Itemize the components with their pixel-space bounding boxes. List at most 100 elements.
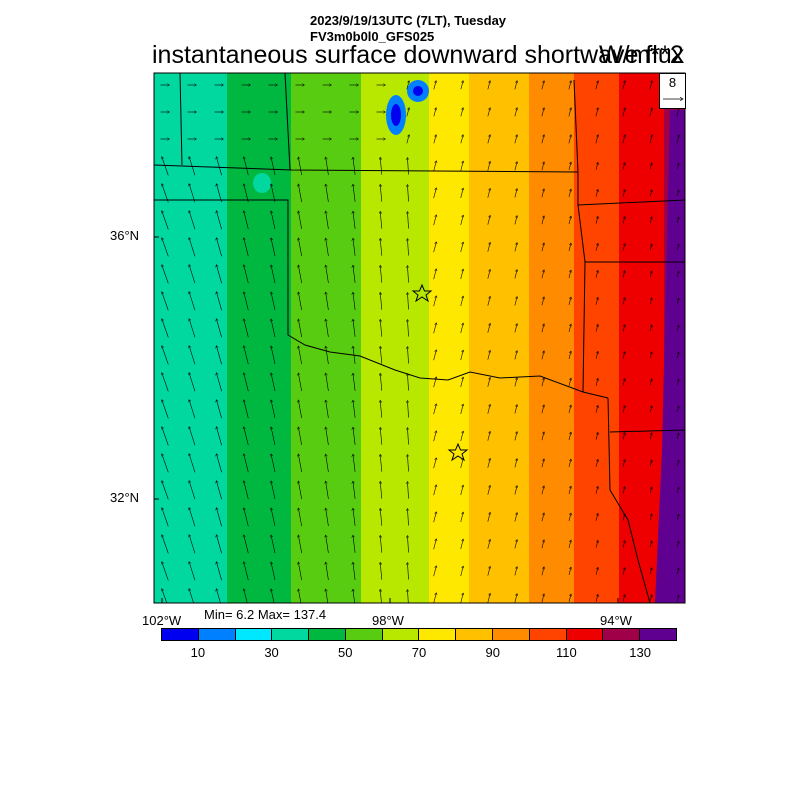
wind-arrow	[298, 589, 302, 603]
wind-arrow	[568, 189, 571, 198]
wind-arrow	[650, 352, 652, 359]
wind-arrow	[244, 373, 249, 392]
wind-arrow	[541, 567, 544, 576]
wind-arrow	[514, 297, 517, 306]
wind-arrow	[380, 454, 383, 472]
wind-arrow	[380, 238, 383, 256]
wind-arrow	[650, 541, 652, 548]
wind-arrow	[650, 487, 652, 494]
wind-arrow	[487, 81, 490, 90]
wind-arrow	[677, 379, 679, 386]
wind-arrow	[460, 404, 464, 415]
wind-arrow	[353, 211, 356, 229]
wind-arrow	[353, 157, 356, 175]
wind-arrow	[407, 481, 408, 499]
colorbar-swatch	[419, 629, 457, 640]
wind-arrow	[189, 157, 196, 176]
wind-arrow	[271, 535, 276, 554]
flux-band	[655, 110, 685, 603]
wind-arrow	[650, 514, 652, 521]
wind-arrow	[541, 378, 544, 387]
wind-arrow	[380, 400, 383, 418]
wind-arrow	[244, 211, 249, 230]
wind-arrow	[677, 514, 679, 521]
wind-arrow	[622, 135, 625, 144]
wind-arrow	[433, 323, 437, 334]
flux-band	[154, 73, 229, 603]
wind-arrow	[622, 568, 625, 575]
wind-arrow	[487, 323, 490, 333]
forecast-date-label: 2023/9/19/13UTC (7LT), Tuesday	[310, 13, 507, 28]
wind-arrow	[326, 184, 329, 202]
wind-arrow	[460, 215, 464, 226]
wind-arrow	[271, 373, 276, 392]
wind-arrow	[433, 539, 437, 550]
wind-arrow	[380, 508, 383, 526]
wind-arrow	[487, 512, 490, 522]
wind-arrow	[162, 346, 169, 365]
wind-arrow	[326, 400, 329, 418]
wind-arrow	[271, 211, 276, 230]
wind-arrow	[216, 211, 222, 230]
wind-arrow	[244, 184, 249, 203]
wind-arrow	[622, 108, 625, 117]
wind-arrow	[622, 163, 625, 170]
wind-arrow	[568, 297, 571, 306]
lon-label-98w: 98°W	[372, 613, 404, 628]
wind-arrow	[216, 454, 222, 473]
wind-arrow	[380, 427, 383, 445]
wind-arrow	[460, 81, 463, 90]
wind-arrow	[595, 81, 598, 90]
wind-arrow	[162, 400, 169, 419]
wind-arrow	[162, 373, 169, 392]
wind-arrow	[568, 270, 571, 279]
wind-arrow	[326, 373, 329, 391]
wind-arrow	[677, 595, 679, 602]
wind-arrow	[677, 298, 679, 305]
wind-arrow	[541, 189, 544, 198]
wind-arrow	[353, 427, 356, 445]
wind-arrow	[162, 427, 169, 446]
wind-arrow	[162, 292, 169, 311]
wind-arrow	[216, 535, 222, 554]
wind-arrow	[487, 566, 490, 576]
wind-arrow	[568, 81, 571, 90]
wind-arrow	[595, 405, 598, 413]
wind-arrow	[433, 593, 437, 603]
wind-arrow	[541, 81, 544, 90]
wind-arrow	[541, 486, 544, 495]
colorbar-swatch	[456, 629, 494, 640]
wind-arrow	[353, 589, 355, 603]
wind-arrow	[271, 265, 276, 284]
wind-arrow	[677, 325, 679, 332]
wind-arrow	[460, 566, 464, 577]
colorbar-swatch	[162, 629, 199, 640]
colorbar-tick-label: 90	[485, 645, 500, 660]
wind-arrow	[407, 454, 408, 472]
wind-arrow	[298, 184, 302, 203]
wind-arrow	[189, 589, 194, 603]
wind-arrow	[677, 487, 679, 494]
map-frame	[153, 72, 686, 604]
wind-arrow	[460, 485, 464, 496]
wind-arrow	[541, 459, 544, 468]
wind-arrow	[622, 352, 625, 359]
wind-arrow	[541, 108, 544, 117]
wind-arrow	[650, 163, 652, 170]
wind-arrow	[460, 377, 464, 388]
wind-arrow	[622, 298, 625, 305]
wind-arrow	[380, 292, 383, 310]
wind-arrow	[487, 404, 490, 414]
wind-arrow	[271, 562, 276, 581]
wind-arrow	[595, 162, 598, 170]
wind-arrow	[595, 108, 598, 117]
wind-arrow	[650, 190, 652, 197]
colorbar-tick-label: 50	[338, 645, 353, 660]
wind-arrow	[622, 595, 625, 602]
wind-arrow	[271, 427, 276, 446]
wind-arrow	[487, 431, 490, 441]
wind-arrow	[433, 135, 436, 144]
wind-arrow	[487, 215, 490, 225]
wind-arrow	[514, 162, 517, 171]
wind-arrow	[326, 319, 329, 337]
